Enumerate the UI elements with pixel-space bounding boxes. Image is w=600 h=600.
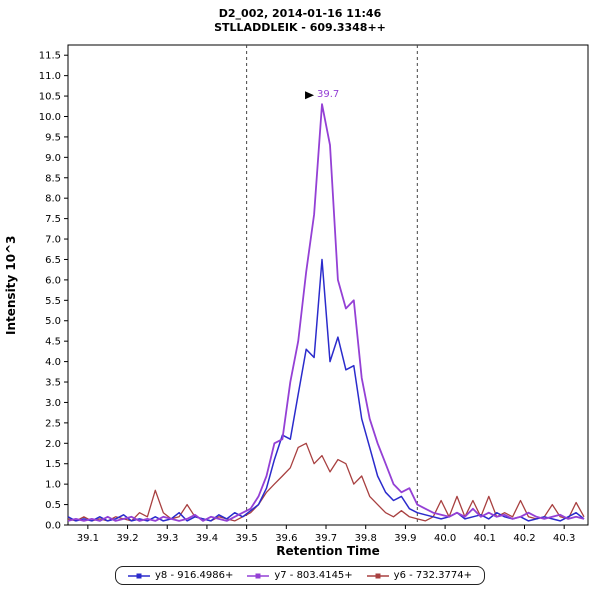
legend-item-label: y7 - 803.4145+ <box>274 570 353 581</box>
y-tick-label: 7.5 <box>45 214 61 225</box>
x-tick-label: 39.4 <box>196 533 218 544</box>
x-tick-label: 40.2 <box>513 533 535 544</box>
y-tick-label: 10.5 <box>39 92 61 103</box>
y-tick-label: 9.5 <box>45 132 61 143</box>
y-tick-label: 3.0 <box>45 398 61 409</box>
series-y7 <box>67 103 585 522</box>
x-tick-label: 39.9 <box>394 533 416 544</box>
legend: y8 - 916.4986+ y7 - 803.4145+ y6 - 732.377… <box>0 566 600 585</box>
y-tick-label: 5.0 <box>45 316 61 327</box>
legend-line-sample-icon <box>127 573 150 578</box>
legend-item-y6: y6 - 732.3774+ <box>366 570 473 581</box>
x-tick-label: 39.1 <box>77 533 99 544</box>
x-tick-label: 40.1 <box>474 533 496 544</box>
y-tick-label: 2.5 <box>45 418 61 429</box>
y-tick-label: 6.0 <box>45 275 61 286</box>
y-axis-ticks: 0.0 0.5 1.0 1.5 2.0 2.5 3.0 3.5 4.0 4.5 5.0 5.5 6.0 6… <box>39 51 68 532</box>
legend-line-sample-icon <box>247 573 270 578</box>
y-tick-label: 0.5 <box>45 500 61 511</box>
y-tick-label: 10.0 <box>39 112 61 123</box>
plot-border <box>67 44 589 526</box>
x-tick-label: 39.6 <box>275 533 297 544</box>
y-tick-label: 11.0 <box>39 71 61 82</box>
x-tick-label: 39.7 <box>315 533 337 544</box>
chart-title-peptide: STLLADDLEIK - 609.3348++ <box>214 21 386 34</box>
legend-item-label: y8 - 916.4986+ <box>154 570 234 581</box>
y-tick-label: 3.5 <box>45 378 61 389</box>
y-tick-label: 6.5 <box>45 255 61 266</box>
series-y8 <box>67 258 585 522</box>
peak-arrow-icon <box>305 91 315 100</box>
x-tick-label: 39.5 <box>235 533 257 544</box>
y-tick-label: 2.0 <box>45 439 61 450</box>
y-tick-label: 1.5 <box>45 459 61 470</box>
x-tick-label: 39.2 <box>116 533 138 544</box>
x-axis-ticks: 39.1 39.2 39.3 39.4 39.5 39.6 39.7 39.8 39.9 40.0… <box>77 525 575 544</box>
legend-item-y8: y8 - 916.4986+ <box>127 570 234 581</box>
peak-annotation-label: 39.7 <box>317 89 339 100</box>
chart-title-file: D2_002, 2014-01-16 11:46 <box>218 7 382 20</box>
x-tick-label: 40.0 <box>434 533 456 544</box>
chart-titles: D2_002, 2014-01-16 11:46 STLLADDLEIK - 6… <box>0 7 600 35</box>
legend-line-sample-icon <box>366 573 389 578</box>
x-tick-label: 39.8 <box>355 533 377 544</box>
y-tick-label: 9.0 <box>45 153 61 164</box>
legend-item-y7: y7 - 803.4145+ <box>247 570 353 581</box>
x-tick-label: 40.3 <box>553 533 575 544</box>
legend-box: y8 - 916.4986+ y7 - 803.4145+ y6 - 732.377… <box>114 566 486 585</box>
y-tick-label: 4.5 <box>45 337 61 348</box>
y-tick-label: 8.0 <box>45 194 61 205</box>
y-tick-label: 0.0 <box>45 521 61 532</box>
series-y6 <box>67 442 585 522</box>
x-tick-label: 39.3 <box>156 533 178 544</box>
y-tick-label: 1.0 <box>45 480 61 491</box>
x-axis-label: Retention Time <box>276 544 380 558</box>
legend-item-label: y6 - 732.3774+ <box>393 570 473 581</box>
y-axis-label: Intensity 10^3 <box>4 235 18 335</box>
y-tick-label: 5.5 <box>45 296 61 307</box>
y-tick-label: 7.0 <box>45 235 61 246</box>
y-tick-label: 8.5 <box>45 173 61 184</box>
y-tick-label: 4.0 <box>45 357 61 368</box>
y-tick-label: 11.5 <box>39 51 61 62</box>
